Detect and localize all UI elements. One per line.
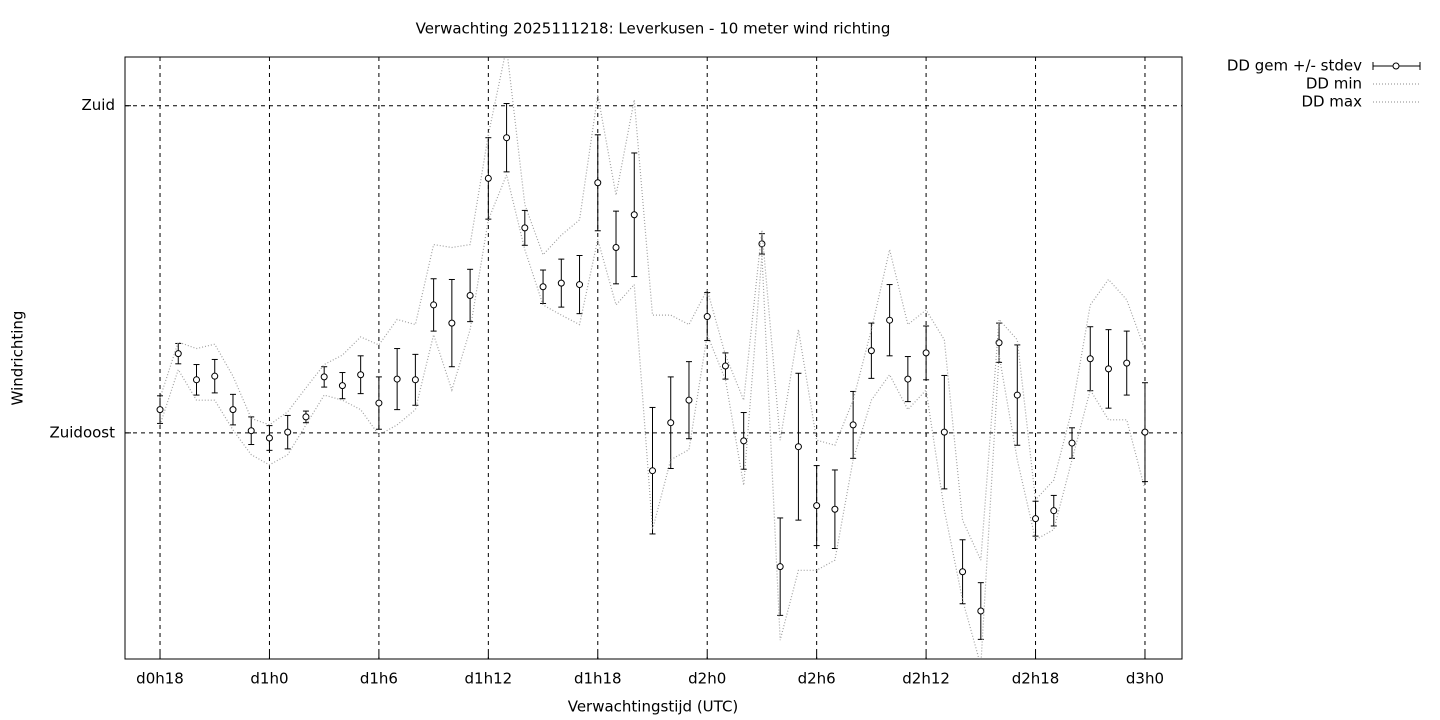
point bbox=[886, 316, 894, 324]
point bbox=[521, 224, 529, 232]
x-axis-label: Verwachtingstijd (UTC) bbox=[568, 698, 739, 716]
point bbox=[1086, 355, 1094, 363]
point bbox=[466, 291, 474, 299]
point bbox=[484, 174, 492, 182]
legend-label: DD gem +/- stdev bbox=[1227, 57, 1362, 75]
point bbox=[703, 313, 711, 321]
point bbox=[1104, 365, 1112, 373]
point bbox=[430, 301, 438, 309]
point bbox=[904, 375, 912, 383]
grid bbox=[125, 57, 1182, 659]
point bbox=[284, 428, 292, 436]
point bbox=[411, 376, 419, 384]
point bbox=[648, 467, 656, 475]
point bbox=[557, 279, 565, 287]
point bbox=[1141, 428, 1149, 436]
point bbox=[685, 396, 693, 404]
y-tick-label: Zuidoost bbox=[49, 423, 115, 441]
y-tick-label: Zuid bbox=[82, 96, 115, 114]
point bbox=[375, 399, 383, 407]
point bbox=[977, 607, 985, 615]
point bbox=[174, 350, 182, 358]
x-tick-label: d1h0 bbox=[250, 670, 288, 688]
point bbox=[849, 421, 857, 429]
point bbox=[776, 563, 784, 571]
point bbox=[211, 372, 219, 380]
plot-frame bbox=[124, 56, 1183, 660]
point bbox=[265, 434, 273, 442]
point bbox=[193, 376, 201, 384]
point bbox=[1032, 515, 1040, 523]
point bbox=[758, 240, 766, 248]
point bbox=[1050, 507, 1058, 515]
point bbox=[594, 179, 602, 187]
point bbox=[959, 568, 967, 576]
point bbox=[721, 362, 729, 370]
x-tick-label: d3h0 bbox=[1126, 670, 1164, 688]
x-tick-label: d1h12 bbox=[465, 670, 513, 688]
point bbox=[357, 371, 365, 379]
point bbox=[740, 437, 748, 445]
point bbox=[831, 505, 839, 513]
point bbox=[612, 243, 620, 251]
point bbox=[393, 375, 401, 383]
point bbox=[448, 319, 456, 327]
point bbox=[1123, 359, 1131, 367]
point bbox=[922, 349, 930, 357]
point bbox=[813, 502, 821, 510]
x-tick-label: d1h6 bbox=[360, 670, 398, 688]
line bbox=[159, 57, 1146, 561]
point bbox=[247, 427, 255, 435]
plot-data bbox=[156, 57, 1149, 659]
x-tick-label: d1h18 bbox=[574, 670, 622, 688]
point bbox=[229, 406, 237, 414]
legend-label: DD min bbox=[1306, 75, 1362, 93]
point bbox=[539, 283, 547, 291]
point bbox=[156, 406, 164, 414]
legend-swatch bbox=[1392, 62, 1400, 70]
point bbox=[302, 413, 310, 421]
point bbox=[940, 428, 948, 436]
point bbox=[1068, 439, 1076, 447]
point bbox=[1013, 391, 1021, 399]
point bbox=[320, 373, 328, 381]
point bbox=[667, 419, 675, 427]
point bbox=[338, 382, 346, 390]
x-tick-label: d2h12 bbox=[902, 670, 950, 688]
point bbox=[867, 347, 875, 355]
point bbox=[503, 134, 511, 142]
point bbox=[794, 443, 802, 451]
legend-label: DD max bbox=[1301, 93, 1362, 111]
x-tick-label: d2h6 bbox=[798, 670, 836, 688]
point bbox=[630, 211, 638, 219]
y-axis-label: Windrichting bbox=[9, 311, 27, 406]
x-tick-label: d0h18 bbox=[136, 670, 184, 688]
chart-title: Verwachting 2025111218: Leverkusen - 10 … bbox=[416, 20, 891, 38]
x-tick-label: d2h18 bbox=[1012, 670, 1060, 688]
point bbox=[576, 281, 584, 289]
x-tick-label: d2h0 bbox=[688, 670, 726, 688]
